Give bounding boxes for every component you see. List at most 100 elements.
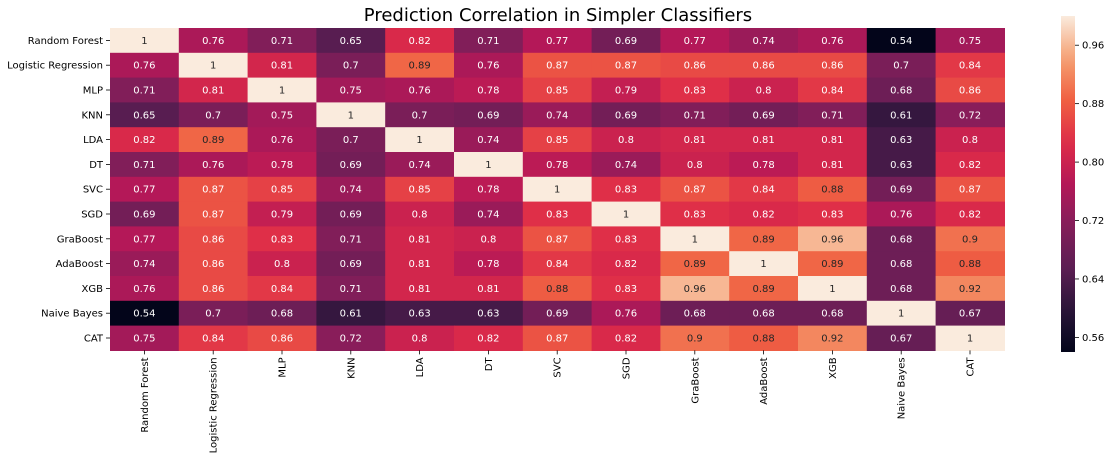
heatmap-cell xyxy=(454,251,524,277)
heatmap-cell xyxy=(798,52,868,79)
heatmap-cell xyxy=(316,251,386,277)
cell-value-label: 0.96 xyxy=(684,284,706,295)
heatmap-cell xyxy=(935,77,1005,103)
heatmap-cell xyxy=(660,176,730,203)
heatmap-cell xyxy=(591,152,661,178)
cell-value-label: 0.84 xyxy=(752,185,774,196)
cell-value-label: 0.89 xyxy=(684,259,706,270)
colorbar: 0.56 0.64 0.72 0.80 0.88 0.96 xyxy=(1061,16,1104,352)
cell-value-label: 0.76 xyxy=(271,135,293,146)
cell-value-label: 0.67 xyxy=(959,309,981,320)
cell-value-label: 0.84 xyxy=(821,86,843,97)
heatmap-cell xyxy=(935,176,1005,203)
cell-value-label: 0.76 xyxy=(615,309,637,320)
heatmap-cell xyxy=(660,77,730,103)
cell-value-label: 0.79 xyxy=(615,86,637,97)
x-tick-label: SGD xyxy=(622,357,633,379)
heatmap-cell xyxy=(178,201,249,227)
chart-title: Prediction Correlation in Simpler Classi… xyxy=(364,5,752,26)
y-axis-tick-labels: Random Forest Logistic Regression MLP KNN LD… xyxy=(7,36,110,345)
cell-value-label: 0.69 xyxy=(340,210,362,221)
heatmap-cell xyxy=(729,52,799,79)
heatmap-cell xyxy=(178,77,249,103)
heatmap-cell xyxy=(591,127,661,153)
heatmap-cell xyxy=(454,276,524,302)
cell-value-label: 0.89 xyxy=(821,259,843,270)
heatmap-cell xyxy=(935,325,1005,351)
cell-value-label: 0.86 xyxy=(684,61,706,72)
heatmap-cell xyxy=(110,28,180,54)
cell-value-label: 0.7 xyxy=(205,309,221,320)
heatmap-cell xyxy=(798,102,868,128)
heatmap-cell xyxy=(522,226,593,252)
cell-value-label: 1 xyxy=(279,86,285,97)
cell-value-label: 0.81 xyxy=(684,135,706,146)
cell-value-label: 0.63 xyxy=(890,160,912,171)
heatmap-cell xyxy=(178,276,249,302)
colorbar-tick-label: 0.88 xyxy=(1082,99,1104,110)
cell-value-label: 0.78 xyxy=(546,160,568,171)
heatmap-cell xyxy=(454,226,524,252)
cell-value-label: 0.81 xyxy=(271,61,293,72)
cell-value-label: 0.89 xyxy=(202,135,224,146)
cell-value-label: 0.85 xyxy=(546,135,568,146)
cell-value-label: 0.67 xyxy=(890,334,912,345)
heatmap-cell xyxy=(591,176,661,203)
heatmap-cell xyxy=(316,300,386,327)
cell-value-label: 1 xyxy=(416,135,422,146)
heatmap-cell xyxy=(110,226,180,252)
heatmap-cell xyxy=(316,325,386,351)
heatmap-cell xyxy=(385,28,455,54)
heatmap-cell xyxy=(247,152,317,178)
cell-value-label: 0.82 xyxy=(133,135,155,146)
cell-value-label: 0.76 xyxy=(202,36,224,47)
cell-value-label: 0.74 xyxy=(477,210,499,221)
cell-value-label: 0.78 xyxy=(477,185,499,196)
cell-value-label: 0.63 xyxy=(408,309,430,320)
heatmap-cell xyxy=(729,77,799,103)
cell-value-label: 1 xyxy=(623,210,629,221)
cell-value-label: 0.82 xyxy=(959,210,981,221)
cell-value-label: 0.7 xyxy=(343,61,359,72)
heatmap-cell xyxy=(729,152,799,178)
heatmap-cell xyxy=(247,102,317,128)
cell-value-label: 0.96 xyxy=(821,234,843,245)
cell-value-label: 0.69 xyxy=(615,110,637,121)
y-tick-label: DT xyxy=(89,160,104,171)
cell-value-label: 0.85 xyxy=(546,86,568,97)
heatmap-cell xyxy=(591,251,661,277)
y-tick-label: KNN xyxy=(81,110,103,121)
heatmap-cell xyxy=(660,251,730,277)
cell-value-label: 0.84 xyxy=(202,334,224,345)
heatmap-cell xyxy=(729,102,799,128)
cell-value-label: 0.77 xyxy=(133,234,155,245)
cell-value-label: 0.71 xyxy=(133,160,155,171)
heatmap-cell xyxy=(110,325,180,351)
x-tick-label: DT xyxy=(484,357,495,372)
heatmap-cell xyxy=(110,102,180,128)
cell-value-label: 0.74 xyxy=(340,185,362,196)
cell-value-label: 0.8 xyxy=(618,135,634,146)
cell-value-label: 1 xyxy=(898,309,904,320)
cell-value-label: 0.71 xyxy=(271,36,293,47)
heatmap-cell xyxy=(110,152,180,178)
cell-value-label: 0.68 xyxy=(890,284,912,295)
heatmap-cell xyxy=(866,251,937,277)
x-tick-label: SVC xyxy=(553,357,564,377)
cell-value-label: 0.87 xyxy=(615,61,637,72)
cell-value-label: 0.92 xyxy=(821,334,843,345)
heatmap-cell xyxy=(660,201,730,227)
heatmap-cell xyxy=(866,52,937,79)
heatmap-cell xyxy=(385,176,455,203)
cell-value-label: 0.69 xyxy=(477,110,499,121)
cell-value-label: 0.83 xyxy=(615,234,637,245)
cell-value-label: 0.86 xyxy=(271,334,293,345)
heatmap-cell xyxy=(247,201,317,227)
cell-value-label: 0.87 xyxy=(202,185,224,196)
cell-value-label: 0.78 xyxy=(477,86,499,97)
cell-value-label: 0.87 xyxy=(546,61,568,72)
cell-value-label: 0.71 xyxy=(821,110,843,121)
cell-value-label: 0.69 xyxy=(340,160,362,171)
cell-value-label: 0.81 xyxy=(202,86,224,97)
cell-value-label: 0.8 xyxy=(480,234,496,245)
